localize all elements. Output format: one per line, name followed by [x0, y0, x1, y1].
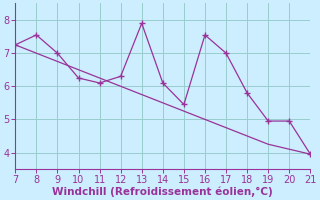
X-axis label: Windchill (Refroidissement éolien,°C): Windchill (Refroidissement éolien,°C) [52, 186, 273, 197]
